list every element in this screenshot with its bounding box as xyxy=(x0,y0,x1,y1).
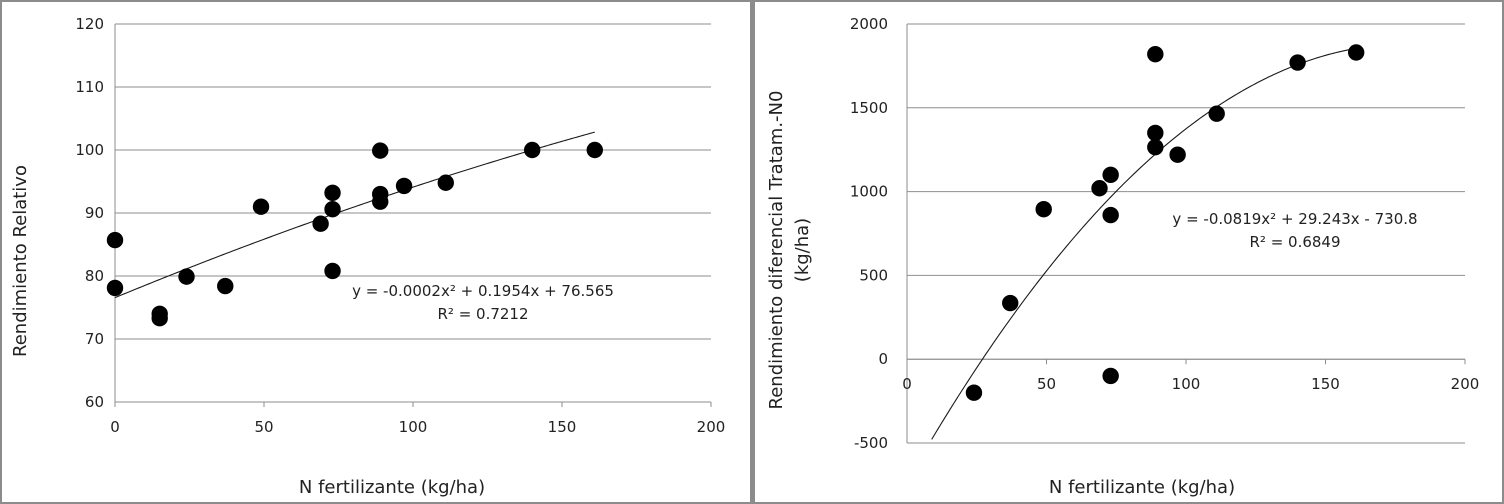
left-data-point xyxy=(524,141,541,159)
left-y-tick-label: 90 xyxy=(85,204,104,222)
right-data-point xyxy=(1102,367,1119,385)
right-data-point xyxy=(1147,138,1164,156)
right-data-point xyxy=(1035,200,1052,218)
left-data-point xyxy=(178,268,195,285)
right-y-axis-title-line2: (kg/ha) xyxy=(792,218,813,282)
left-data-point xyxy=(106,231,124,249)
right-data-point xyxy=(1169,146,1186,163)
right-y-axis-title-line1: Rendimiento diferencial Tratam.-N0 xyxy=(766,91,787,410)
left-y-tick-label: 70 xyxy=(85,330,104,348)
left-x-tick-label: 0 xyxy=(110,418,120,436)
right-data-point xyxy=(965,384,983,401)
right-y-tick-label: -500 xyxy=(854,434,888,452)
right-chart: N fertilizante (kg/ha) Rendimiento difer… xyxy=(766,15,1479,498)
left-chart-panel xyxy=(0,0,752,504)
left-data-point xyxy=(151,310,168,327)
right-y-tick-label: 1000 xyxy=(850,183,888,201)
left-data-point xyxy=(586,141,603,159)
right-r2-label: R² = 0.6849 xyxy=(1249,233,1340,251)
left-trendline xyxy=(114,131,595,299)
right-y-tick-label: 1500 xyxy=(850,99,888,117)
left-data-point xyxy=(324,201,341,218)
right-data-point xyxy=(1091,180,1108,197)
left-y-tick-label: 120 xyxy=(75,15,104,33)
left-x-tick-label: 200 xyxy=(697,418,726,436)
right-data-point xyxy=(1102,206,1119,224)
left-data-point xyxy=(252,198,270,215)
right-x-tick-label: 200 xyxy=(1451,375,1480,393)
right-y-tick-label: 500 xyxy=(859,266,888,284)
left-x-tick-label: 50 xyxy=(254,418,273,436)
left-data-point xyxy=(437,174,454,191)
left-y-axis-title: Rendimiento Relativo xyxy=(10,165,31,357)
left-data-point xyxy=(324,262,341,280)
right-data-point xyxy=(1147,124,1164,142)
left-x-tick-label: 100 xyxy=(399,418,428,436)
left-equation-label: y = -0.0002x² + 0.1954x + 76.565 xyxy=(352,282,614,300)
right-x-tick-label: 100 xyxy=(1172,375,1201,393)
left-r2-label: R² = 0.7212 xyxy=(437,305,528,323)
right-data-point xyxy=(1347,44,1365,61)
left-data-point xyxy=(372,142,389,159)
right-y-tick-label: 2000 xyxy=(850,15,888,33)
right-x-tick-label: 50 xyxy=(1037,375,1056,393)
left-data-point xyxy=(106,279,124,297)
right-data-point xyxy=(1147,45,1164,63)
left-x-axis-title: N fertilizante (kg/ha) xyxy=(299,477,485,498)
right-data-point xyxy=(1102,166,1119,184)
right-chart-panel xyxy=(752,0,1504,504)
right-trendline xyxy=(931,47,1357,440)
left-chart: N fertilizante (kg/ha) Rendimiento Relat… xyxy=(10,15,725,498)
left-y-tick-label: 80 xyxy=(85,267,104,285)
right-equation-label: y = -0.0819x² + 29.243x - 730.8 xyxy=(1172,210,1417,228)
right-x-tick-label: 0 xyxy=(902,375,912,393)
left-y-tick-label: 60 xyxy=(85,393,104,411)
right-y-tick-label: 0 xyxy=(878,350,888,368)
left-data-point xyxy=(217,277,234,295)
right-data-point xyxy=(1002,294,1019,312)
right-x-axis-title: N fertilizante (kg/ha) xyxy=(1049,477,1235,498)
left-x-tick-label: 150 xyxy=(548,418,577,436)
left-data-point xyxy=(395,177,413,195)
left-data-point xyxy=(324,184,341,202)
left-data-point xyxy=(372,193,389,210)
left-y-tick-label: 100 xyxy=(75,141,104,159)
right-data-point xyxy=(1208,105,1225,122)
right-data-point xyxy=(1289,54,1306,71)
right-x-tick-label: 150 xyxy=(1311,375,1340,393)
left-y-tick-label: 110 xyxy=(75,78,104,96)
left-data-point xyxy=(312,215,329,232)
